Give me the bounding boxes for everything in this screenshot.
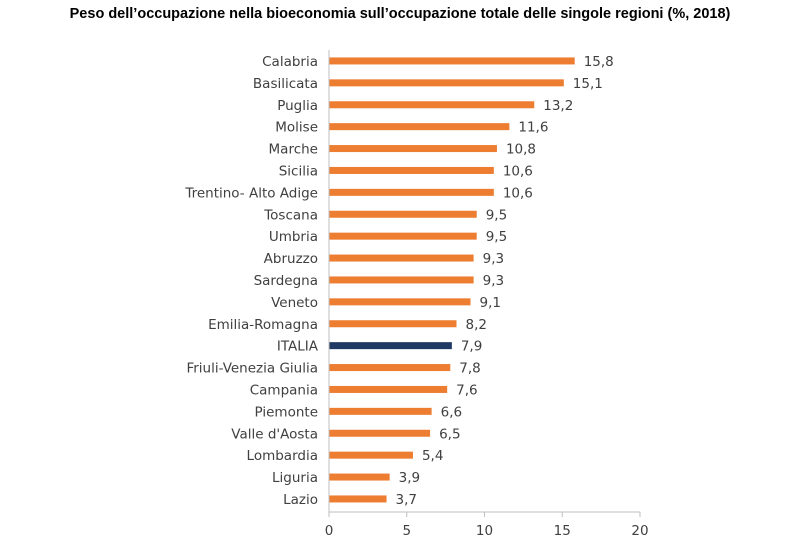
- data-label: 10,6: [503, 163, 533, 179]
- category-label: Campania: [250, 382, 318, 398]
- bar: [329, 188, 494, 196]
- category-label: Valle d'Aosta: [231, 426, 318, 442]
- bar: [329, 232, 477, 240]
- category-label: Veneto: [271, 295, 318, 311]
- bar: [329, 364, 451, 372]
- data-label: 15,8: [584, 54, 614, 70]
- category-label: Toscana: [263, 207, 318, 223]
- data-label: 9,3: [483, 251, 504, 267]
- category-label: Sicilia: [279, 163, 318, 179]
- bar: [329, 342, 452, 350]
- category-label: Marche: [269, 142, 318, 158]
- bar: [329, 254, 474, 262]
- data-label: 13,2: [543, 98, 573, 114]
- bar: [329, 101, 535, 109]
- bar: [329, 166, 494, 174]
- data-label: 7,6: [456, 382, 477, 398]
- data-label: 3,9: [399, 470, 420, 486]
- chart-title: Peso dell’occupazione nella bioeconomia …: [69, 6, 731, 22]
- bar: [329, 451, 413, 459]
- bar: [329, 298, 471, 306]
- data-label: 15,1: [573, 76, 603, 92]
- bar: [329, 210, 477, 218]
- x-tick-label: 20: [631, 523, 648, 539]
- bar: [329, 276, 474, 284]
- x-tick-label: 5: [402, 523, 411, 539]
- category-label: Abruzzo: [264, 251, 318, 267]
- category-label: Molise: [275, 120, 318, 136]
- bar: [329, 407, 432, 415]
- data-label: 7,9: [461, 339, 482, 355]
- bar: [329, 79, 564, 87]
- category-label: Lazio: [283, 492, 318, 508]
- category-label: Trentino- Alto Adige: [184, 185, 318, 201]
- bar: [329, 123, 510, 131]
- bar: [329, 145, 497, 153]
- category-label: Emilia-Romagna: [208, 317, 318, 333]
- category-label: Calabria: [262, 54, 318, 70]
- bar: [329, 473, 390, 481]
- data-label: 9,5: [486, 207, 507, 223]
- data-label: 7,8: [459, 361, 480, 377]
- category-label: Basilicata: [253, 76, 318, 92]
- data-label: 5,4: [422, 448, 443, 464]
- category-label: Liguria: [272, 470, 318, 486]
- data-label: 9,1: [480, 295, 501, 311]
- data-label: 8,2: [466, 317, 487, 333]
- bar: [329, 429, 431, 437]
- category-label: Friuli-Venezia Giulia: [186, 361, 318, 377]
- category-label: Puglia: [277, 98, 318, 114]
- data-label: 3,7: [396, 492, 417, 508]
- category-label: Sardegna: [254, 273, 318, 289]
- category-label: Piemonte: [255, 404, 318, 420]
- bar: [329, 385, 448, 393]
- bar: [329, 495, 387, 503]
- data-label: 9,3: [483, 273, 504, 289]
- category-label: Lombardia: [247, 448, 318, 464]
- x-tick-label: 0: [325, 523, 334, 539]
- data-label: 11,6: [518, 120, 548, 136]
- x-tick-label: 15: [554, 523, 571, 539]
- data-label: 10,8: [506, 142, 536, 158]
- category-label: ITALIA: [277, 339, 319, 355]
- data-label: 6,5: [439, 426, 460, 442]
- bar: [329, 57, 575, 65]
- x-tick-label: 10: [476, 523, 493, 539]
- data-label: 9,5: [486, 229, 507, 245]
- bar: [329, 320, 457, 328]
- category-label: Umbria: [269, 229, 318, 245]
- data-label: 6,6: [441, 404, 462, 420]
- data-label: 10,6: [503, 185, 533, 201]
